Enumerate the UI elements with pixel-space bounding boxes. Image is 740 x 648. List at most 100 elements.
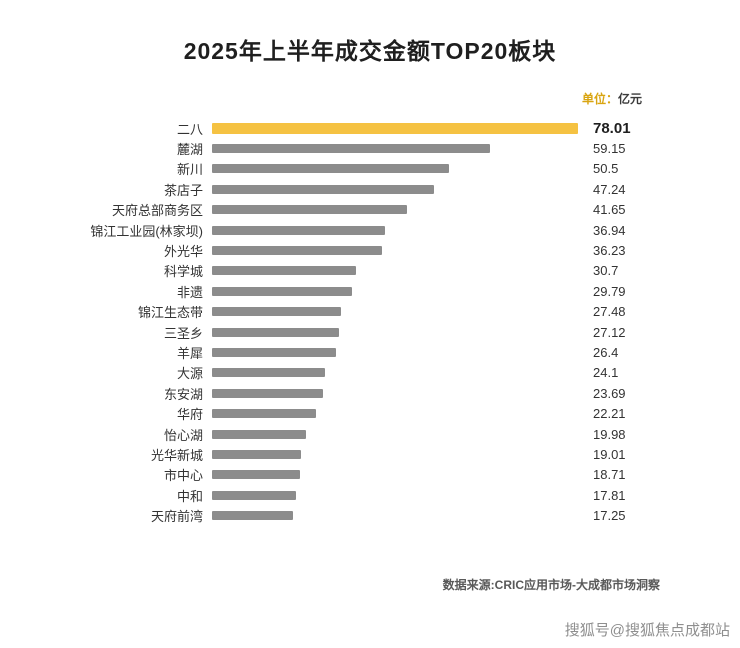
value-label: 59.15 (593, 141, 626, 157)
bar-track (212, 449, 578, 459)
bar-row: 新川 50.5 (0, 159, 740, 179)
category-label: 中和 (176, 488, 203, 504)
bar-track (212, 286, 578, 296)
data-source: 数据来源:CRIC应用市场-大成都市场洞察 (442, 578, 660, 592)
bar-row: 羊犀 26.4 (0, 342, 740, 362)
bar (212, 307, 341, 317)
bar-row: 锦江工业园(林家坝) 36.94 (0, 220, 740, 240)
unit-value: 亿元 (617, 92, 642, 106)
value-label: 78.01 (593, 119, 631, 137)
bar-row: 光华新城 19.01 (0, 444, 740, 464)
bar-track (212, 409, 578, 419)
bar (212, 511, 293, 521)
bar (212, 388, 324, 398)
value-label: 19.01 (593, 446, 626, 462)
category-label: 麓湖 (176, 142, 203, 158)
category-label: 锦江工业园(林家坝) (90, 223, 203, 239)
bar-track (212, 429, 578, 439)
bar-track (212, 246, 578, 256)
bar (212, 327, 340, 337)
bar-row: 怡心湖 19.98 (0, 424, 740, 444)
category-label: 三圣乡 (163, 325, 203, 341)
category-label: 外光华 (163, 244, 203, 260)
bar-track (212, 388, 578, 398)
bar-track (212, 347, 578, 357)
bar-row: 天府总部商务区 41.65 (0, 200, 740, 220)
bar (212, 449, 302, 459)
bar-row: 大源 24.1 (0, 363, 740, 383)
watermark: 搜狐号@搜狐焦点成都站 (564, 622, 730, 639)
bar-row: 科学城 30.7 (0, 261, 740, 281)
category-label: 茶店子 (163, 182, 203, 198)
bar (212, 184, 434, 194)
bar (212, 266, 357, 276)
bar-track (212, 122, 578, 134)
bar (212, 164, 449, 174)
category-label: 非遗 (176, 284, 203, 300)
bar-track (212, 327, 578, 337)
value-label: 17.81 (593, 487, 626, 503)
value-label: 24.1 (593, 365, 619, 381)
bar (212, 246, 382, 256)
bar-chart: 二八 78.01 麓湖 59.15 新川 50.5 茶店子 47.24 天府总部… (0, 118, 740, 526)
bar-track (212, 184, 578, 194)
bar-track (212, 266, 578, 276)
bar (212, 490, 296, 500)
bar-row: 二八 78.01 (0, 118, 740, 138)
bar-track (212, 307, 578, 317)
category-label: 羊犀 (176, 345, 203, 361)
bar-row: 茶店子 47.24 (0, 179, 740, 199)
bar (212, 225, 386, 235)
value-label: 30.7 (593, 263, 619, 279)
chart-title: 2025年上半年成交金额TOP20板块 (183, 38, 557, 64)
category-label: 光华新城 (150, 447, 203, 463)
category-label: 天府总部商务区 (111, 203, 203, 219)
unit-label: 单位：亿元 (582, 90, 642, 107)
value-label: 36.94 (593, 222, 626, 238)
bar (212, 122, 578, 134)
value-label: 19.98 (593, 426, 626, 442)
bar (212, 347, 336, 357)
value-label: 18.71 (593, 467, 626, 483)
category-label: 科学城 (163, 264, 203, 280)
value-label: 27.12 (593, 324, 626, 340)
bar (212, 144, 490, 154)
bar (212, 286, 352, 296)
bar (212, 205, 408, 215)
bar-row: 华府 22.21 (0, 403, 740, 423)
bar-row: 市中心 18.71 (0, 465, 740, 485)
bar-row: 东安湖 23.69 (0, 383, 740, 403)
bar-track (212, 368, 578, 378)
category-label: 锦江生态带 (137, 305, 203, 321)
bar (212, 409, 317, 419)
bar-track (212, 511, 578, 521)
bar-track (212, 144, 578, 154)
bar-track (212, 470, 578, 480)
bar (212, 470, 300, 480)
bar-row: 中和 17.81 (0, 485, 740, 505)
category-label: 大源 (176, 366, 203, 382)
category-label: 新川 (176, 162, 203, 178)
bar (212, 429, 306, 439)
bar-track (212, 205, 578, 215)
bar-track (212, 490, 578, 500)
value-label: 36.23 (593, 243, 626, 259)
value-label: 50.5 (593, 161, 619, 177)
bar-row: 非遗 29.79 (0, 281, 740, 301)
unit-prefix: 单位： (581, 92, 618, 106)
category-label: 华府 (176, 407, 203, 423)
bar (212, 368, 326, 378)
value-label: 26.4 (593, 344, 619, 360)
value-label: 23.69 (593, 385, 626, 401)
category-label: 二八 (176, 121, 203, 137)
category-label: 市中心 (163, 468, 203, 484)
value-label: 27.48 (593, 304, 626, 320)
category-label: 怡心湖 (163, 427, 203, 443)
category-label: 东安湖 (163, 386, 203, 402)
bar-row: 锦江生态带 27.48 (0, 302, 740, 322)
value-label: 29.79 (593, 283, 626, 299)
bar-row: 麓湖 59.15 (0, 138, 740, 158)
value-label: 17.25 (593, 508, 626, 524)
bar-track (212, 164, 578, 174)
